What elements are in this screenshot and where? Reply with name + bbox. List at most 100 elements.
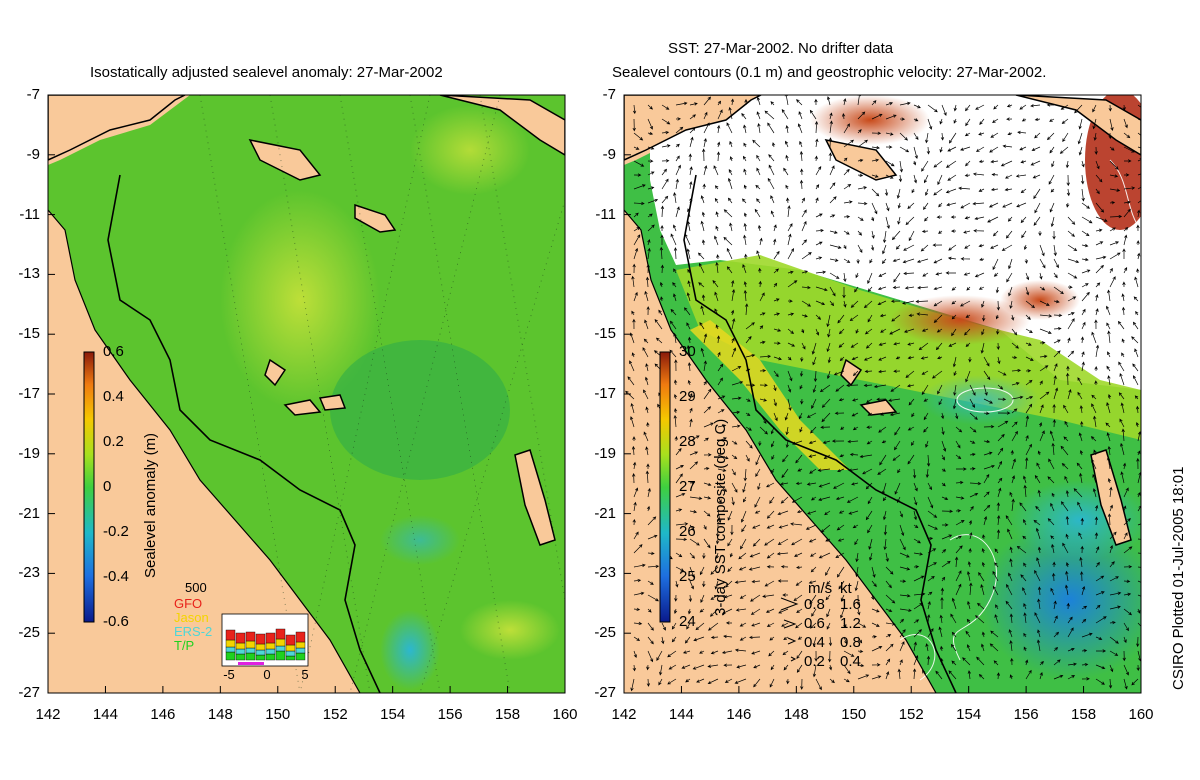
velocity-vector (632, 436, 636, 441)
velocity-vector (1034, 612, 1041, 624)
velocity-vector (969, 452, 976, 457)
velocity-vector (1095, 636, 1103, 640)
velocity-vector (848, 468, 859, 472)
velocity-vector (1136, 268, 1140, 274)
velocity-vector (661, 195, 669, 204)
velocity-vector (674, 408, 678, 414)
velocity-vector (1008, 258, 1013, 270)
velocity-vector (689, 552, 696, 559)
velocity-vector (743, 124, 747, 134)
inset-bar-segment (295, 631, 306, 643)
x-tick-label: 150 (265, 706, 291, 723)
velocity-vector (822, 440, 831, 444)
velocity-vector (1092, 118, 1097, 130)
velocity-vector (857, 129, 862, 134)
velocity-vector (939, 614, 943, 624)
velocity-vector (1123, 608, 1133, 616)
velocity-vector (903, 271, 915, 276)
velocity-vector (759, 369, 767, 373)
velocity-vector (786, 197, 790, 204)
velocity-vector (814, 650, 818, 662)
velocity-vector (675, 143, 680, 148)
velocity-vector (925, 132, 929, 144)
velocity-vector (1008, 629, 1013, 638)
velocity-vector (1122, 281, 1126, 288)
velocity-vector (1091, 458, 1097, 470)
velocity-vector (1039, 328, 1052, 334)
velocity-vector (1049, 430, 1055, 442)
velocity-vector (783, 664, 789, 671)
velocity-vector (938, 202, 943, 208)
velocity-vector (1022, 587, 1027, 596)
velocity-vector (892, 454, 901, 461)
velocity-vector (815, 184, 820, 190)
velocity-vector (700, 347, 705, 358)
velocity-vector (1064, 584, 1069, 596)
x-tick-label: 152 (322, 706, 348, 723)
velocity-vector (933, 286, 943, 291)
velocity-vector (855, 272, 859, 279)
velocity-vector (701, 148, 706, 162)
velocity-vector (1107, 289, 1111, 302)
velocity-vector (707, 678, 719, 685)
velocity-vector (1053, 258, 1059, 269)
velocity-vector (793, 594, 803, 602)
velocity-vector (945, 271, 957, 275)
velocity-vector (1023, 518, 1027, 526)
velocity-vector (1033, 188, 1041, 200)
inset-bar-segment (295, 652, 306, 661)
velocity-vector (703, 111, 708, 120)
velocity-vector (743, 222, 747, 232)
velocity-vector (717, 437, 727, 442)
velocity-vector (1137, 594, 1141, 597)
velocity-vector (703, 406, 712, 414)
velocity-vector (743, 168, 747, 176)
velocity-vector (1053, 631, 1060, 638)
velocity-vector (871, 100, 877, 106)
velocity-vector (841, 113, 846, 120)
velocity-vector (867, 314, 873, 323)
velocity-vector (996, 342, 1000, 350)
velocity-vector (773, 341, 781, 345)
velocity-vector (913, 538, 921, 544)
velocity-vector (974, 216, 985, 221)
velocity-vector (897, 202, 901, 209)
velocity-vector (630, 402, 635, 414)
velocity-vector (1131, 678, 1139, 686)
velocity-key-header-kt: kt (840, 580, 852, 597)
velocity-vector (792, 440, 803, 445)
velocity-vector (1081, 351, 1085, 358)
velocity-vector (1011, 430, 1018, 442)
velocity-vector (770, 664, 775, 671)
velocity-vector (797, 468, 803, 472)
velocity-vector (785, 125, 789, 134)
velocity-vector (659, 281, 664, 288)
velocity-vector (851, 356, 859, 361)
velocity-vector (1066, 188, 1071, 197)
velocity-vector (968, 520, 973, 526)
velocity-vector (1109, 146, 1115, 151)
velocity-vector (1039, 258, 1046, 269)
velocity-vector (972, 172, 985, 176)
velocity-vector (829, 678, 835, 684)
velocity-vector (857, 216, 864, 221)
velocity-vector (926, 146, 931, 155)
velocity-vector (715, 261, 719, 274)
velocity-vector (983, 384, 988, 396)
velocity-vector (825, 566, 831, 576)
velocity-vector (927, 118, 933, 130)
velocity-vector (940, 587, 945, 596)
velocity-vector (660, 225, 664, 232)
velocity-vector (857, 636, 863, 644)
velocity-vector (820, 425, 831, 429)
velocity-vector (745, 398, 751, 402)
velocity-vector (633, 132, 644, 141)
velocity-vector (996, 672, 1001, 680)
velocity-vector (922, 669, 929, 680)
velocity-vector (1022, 475, 1027, 484)
x-tick-label: 154 (956, 706, 982, 723)
velocity-vector (1025, 443, 1032, 456)
velocity-vector (689, 461, 699, 470)
velocity-vector (716, 254, 720, 260)
velocity-vector (857, 173, 864, 177)
